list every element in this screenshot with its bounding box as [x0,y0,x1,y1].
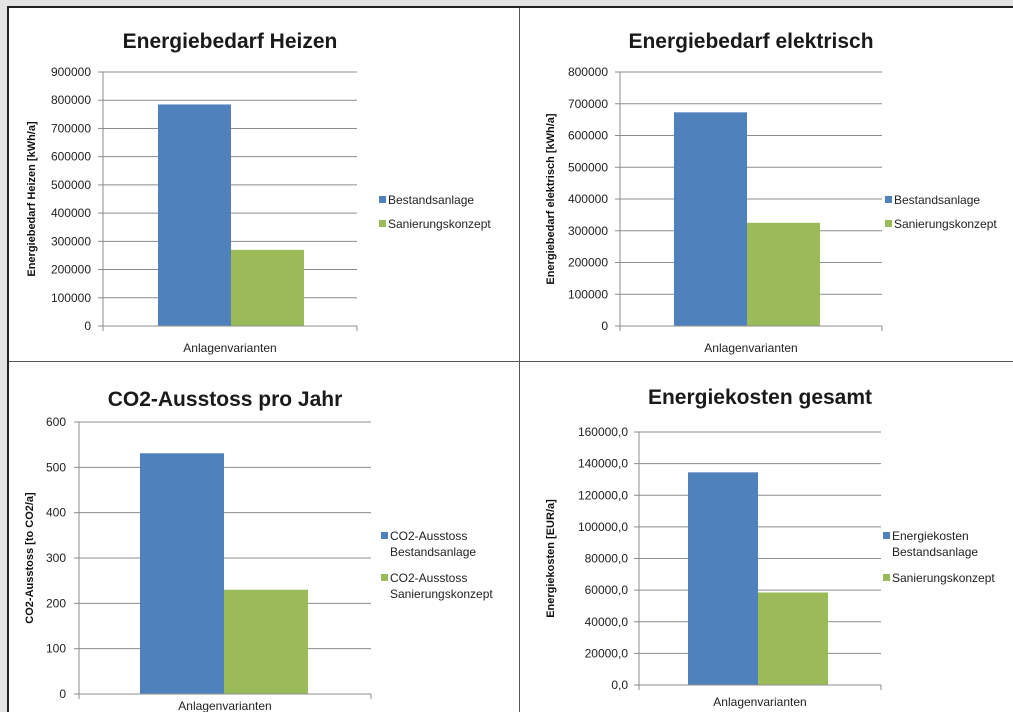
chart-panel-heizen: Energiebedarf Heizen 0 100000 200000 300000 4… [9,8,519,361]
horizontal-divider [9,361,1013,362]
y-tick-label: 100000,0 [578,520,628,534]
bar-blue [688,472,758,685]
chart-title: Energiekosten gesamt [648,386,872,409]
y-tick-label: 900000 [51,65,91,79]
legend-label: Bestandsanlage [388,193,474,207]
legend-label: CO2-Ausstoss [390,571,467,585]
y-tick-label: 800000 [51,93,91,107]
y-tick-label: 140000,0 [578,457,628,471]
y-axis-label: CO2-Ausstoss [to CO2/a] [24,492,36,624]
legend-entry: CO2-Ausstoss Sanierungskonzept [381,571,493,601]
chart-svg: Energiebedarf elektrisch 0 100000 200000 300… [545,30,997,355]
legend-entry: Sanierungskonzept [379,217,491,231]
chart-title: Energiebedarf elektrisch [628,30,873,53]
legend-swatch [883,574,890,581]
legend-label: Bestandsanlage [892,545,978,559]
x-axis-label: Anlagenvarianten [704,341,797,355]
y-tick-label: 600 [46,415,66,429]
y-tick-label: 800000 [568,65,608,79]
y-tick-label: 20000,0 [585,646,629,660]
bar-green [224,589,308,694]
chart-sheet: Energiebedarf Heizen 0 100000 200000 300000 4… [7,6,1013,712]
x-axis-label: Anlagenvarianten [178,699,271,712]
vertical-divider [519,8,520,712]
legend-entry: Bestandsanlage [885,193,980,207]
y-tick-label: 40000,0 [585,615,629,629]
y-tick-label: 0 [59,687,66,701]
chart-panel-elektrisch: Energiebedarf elektrisch 0 100000 200000 300… [520,8,1013,361]
chart-panel-co2: CO2-Ausstoss pro Jahr 0 100 200 300 400 500 600… [9,362,519,712]
y-tick-label: 300 [46,551,66,565]
y-axis-label: Energiebedarf elektrisch [kWh/a] [545,113,557,284]
y-tick-label: 700000 [51,121,91,135]
legend-swatch [379,196,386,203]
legend-entry: Energiekosten Bestandsanlage [883,529,978,559]
y-tick-label: 300000 [51,234,91,248]
legend-entry: Sanierungskonzept [885,217,997,231]
legend-label: Sanierungskonzept [390,587,493,601]
y-tick-label: 400000 [568,192,608,206]
y-tick-label: 0 [601,319,608,333]
y-tick-label: 100000 [568,287,608,301]
legend-label: Sanierungskonzept [894,217,997,231]
legend-entry: Sanierungskonzept [883,571,995,585]
chart-svg: Energiebedarf Heizen 0 100000 200000 300000 4… [26,30,491,355]
y-tick-label: 400 [46,506,66,520]
bar-green [747,222,820,326]
bar-blue [140,453,224,694]
y-tick-label: 400000 [51,206,91,220]
bar-blue [674,112,747,326]
bar-green [231,249,304,326]
legend-label: CO2-Ausstoss [390,529,467,543]
legend-label: Bestandsanlage [894,193,980,207]
chart-panel-kosten: Energiekosten gesamt 0,0 20000,0 40000,0 600… [520,362,1013,712]
legend-swatch [883,532,890,539]
chart-svg: CO2-Ausstoss pro Jahr 0 100 200 300 400 500 600… [24,388,493,712]
y-tick-label: 600000 [51,150,91,164]
y-tick-label: 600000 [568,129,608,143]
y-tick-label: 60000,0 [585,583,629,597]
y-axis-label: Energiebedarf Heizen [kWh/a] [26,121,38,277]
legend-swatch [885,196,892,203]
y-tick-label: 200000 [51,263,91,277]
chart-title: Energiebedarf Heizen [123,30,338,53]
y-tick-label: 200 [46,596,66,610]
y-tick-label: 0 [84,319,91,333]
chart-svg: Energiekosten gesamt 0,0 20000,0 40000,0 600… [545,386,995,709]
y-tick-label: 500 [46,460,66,474]
y-tick-label: 200000 [568,256,608,270]
legend-label: Energiekosten [892,529,969,543]
bar-green [758,592,828,685]
legend-swatch [381,532,388,539]
y-tick-label: 160000,0 [578,425,628,439]
y-tick-label: 100000 [51,291,91,305]
y-tick-label: 100 [46,642,66,656]
legend-label: Sanierungskonzept [388,217,491,231]
y-tick-label: 300000 [568,224,608,238]
legend-label: Sanierungskonzept [892,571,995,585]
y-axis-label: Energiekosten [EUR/a] [545,499,557,618]
legend-swatch [885,220,892,227]
y-tick-label: 700000 [568,97,608,111]
legend-entry: CO2-Ausstoss Bestandsanlage [381,529,476,559]
y-tick-label: 120000,0 [578,488,628,502]
x-axis-label: Anlagenvarianten [183,341,276,355]
legend-label: Bestandsanlage [390,545,476,559]
legend-swatch [379,220,386,227]
y-tick-label: 80000,0 [585,552,629,566]
legend-swatch [381,574,388,581]
y-tick-label: 0,0 [611,678,628,692]
bar-blue [158,104,231,326]
y-tick-label: 500000 [568,160,608,174]
chart-title: CO2-Ausstoss pro Jahr [108,388,343,411]
y-tick-label: 500000 [51,178,91,192]
legend-entry: Bestandsanlage [379,193,474,207]
x-axis-label: Anlagenvarianten [713,695,806,709]
